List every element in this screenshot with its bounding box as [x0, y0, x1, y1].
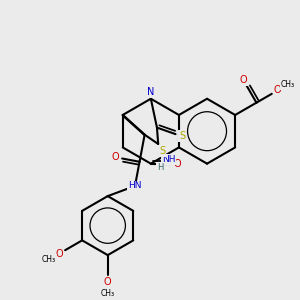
Text: CH₃: CH₃ [100, 289, 115, 298]
Text: S: S [179, 131, 185, 141]
Text: HN: HN [128, 182, 142, 190]
Text: NH: NH [162, 155, 175, 164]
Text: O: O [239, 75, 247, 85]
Text: N: N [147, 87, 154, 97]
Text: CH₃: CH₃ [42, 255, 56, 264]
Text: O: O [104, 277, 112, 287]
Text: O: O [174, 159, 181, 169]
Text: H: H [157, 163, 163, 172]
Text: O: O [274, 85, 281, 95]
Text: O: O [112, 152, 119, 162]
Text: CH₃: CH₃ [281, 80, 295, 89]
Text: O: O [56, 249, 63, 259]
Text: S: S [159, 146, 165, 156]
